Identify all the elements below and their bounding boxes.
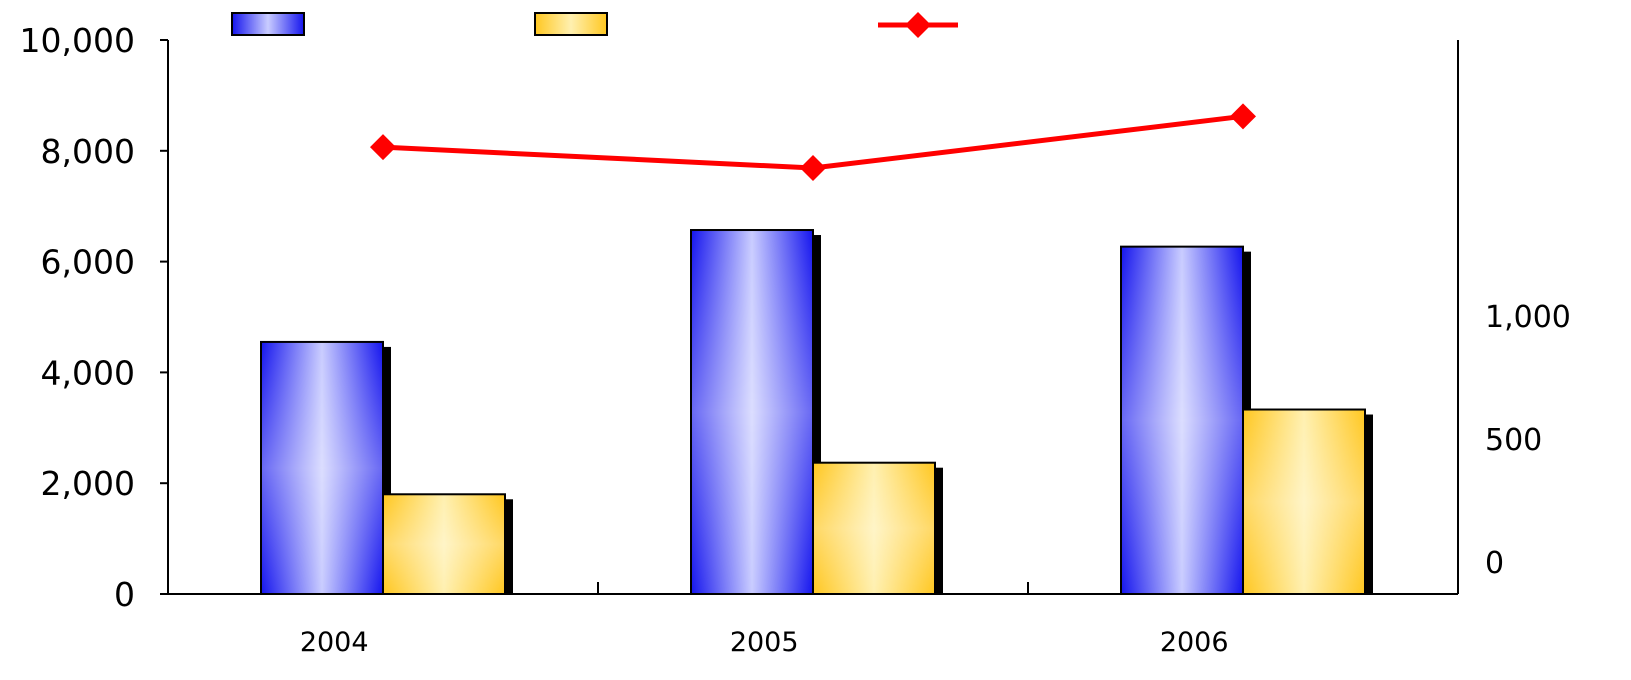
left-axis-tick-label: 4,000 xyxy=(41,353,135,392)
bar-gold-2005 xyxy=(812,461,943,595)
legend xyxy=(231,12,958,38)
category-label-2004: 2004 xyxy=(300,627,369,658)
bar-blue-2005 xyxy=(690,229,821,595)
legend-swatch-blue xyxy=(231,12,305,36)
bar-gold-2004 xyxy=(382,493,513,595)
line-series xyxy=(370,103,1256,182)
bar-gold-2006 xyxy=(1242,408,1373,595)
legend-swatch-gold xyxy=(534,12,608,36)
category-label-2005: 2005 xyxy=(730,627,799,658)
legend-diamond-red xyxy=(905,12,931,38)
category-label-2006: 2006 xyxy=(1160,627,1229,658)
right-axis-tick-label: 1,000 xyxy=(1485,300,1571,335)
right-axis-tick-label: 500 xyxy=(1485,423,1542,458)
bar-highlight xyxy=(1122,247,1242,593)
line-point-2004 xyxy=(370,134,396,161)
left-axis-tick-label: 0 xyxy=(114,575,135,614)
left-axis-tick-label: 10,000 xyxy=(20,21,135,60)
bar-blue-2006 xyxy=(1120,245,1251,595)
bar-highlight xyxy=(384,495,504,593)
right-axis-tick-label: 0 xyxy=(1485,546,1504,581)
bar-highlight xyxy=(814,463,934,593)
line-point-2006 xyxy=(1230,103,1256,130)
left-axis-tick-label: 6,000 xyxy=(41,243,135,282)
bar-highlight xyxy=(692,231,812,593)
left-axis-tick-label: 8,000 xyxy=(41,132,135,171)
bar-blue-2004 xyxy=(260,340,391,595)
left-axis-tick-label: 2,000 xyxy=(41,464,135,503)
bar-highlight xyxy=(1244,410,1364,593)
bar-highlight xyxy=(262,342,382,593)
bars xyxy=(260,229,1373,595)
line-point-2005 xyxy=(800,155,826,182)
tick-labels: 0 2,000 4,000 6,000 8,000 10,000 0 500 1,000 2004… xyxy=(20,21,1571,658)
